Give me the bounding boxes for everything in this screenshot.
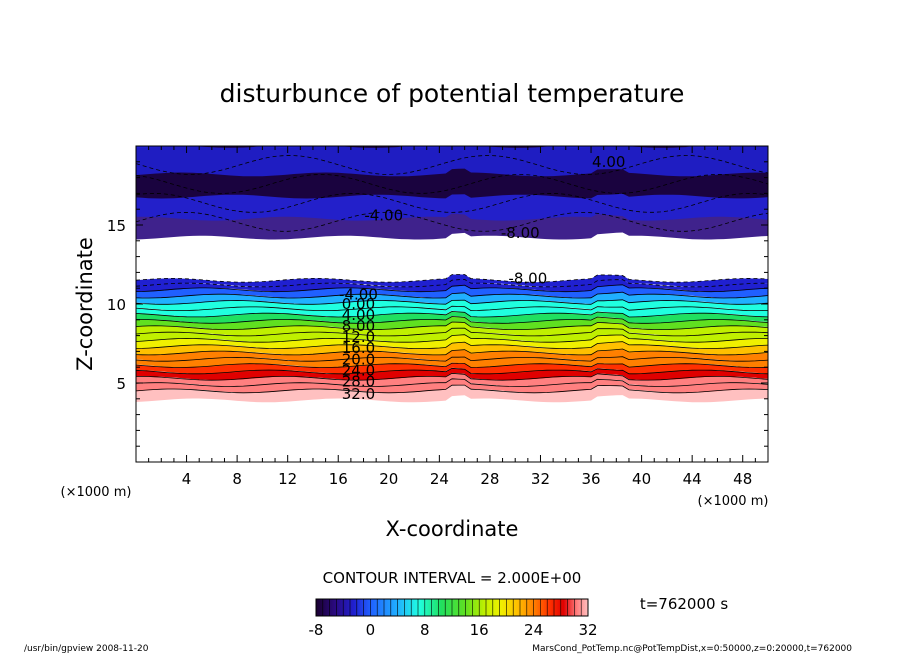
colorbar-tick-label: -8 [309, 621, 324, 639]
contour-line [136, 278, 768, 288]
contour-line [136, 155, 768, 175]
field-band [136, 306, 768, 317]
contour-line [136, 367, 768, 375]
contour-line [136, 211, 768, 232]
contour-line [136, 378, 768, 387]
field-band [136, 356, 768, 368]
x-tick-label: 20 [379, 470, 398, 488]
contour-line [136, 341, 768, 350]
contour-label: 32.0 [342, 385, 375, 403]
contour-labels: 4.00-4.00-8.00-8.00-4.000.004.008.0012.0… [339, 153, 625, 403]
contour-line [136, 305, 768, 312]
x-tick-label: 24 [430, 470, 449, 488]
contour-line [136, 291, 768, 299]
field-band [136, 385, 768, 403]
contour-interval-text: CONTOUR INTERVAL = 2.000E+00 [323, 569, 582, 587]
contour-label: 0.00 [342, 295, 375, 313]
x-tick-label: 32 [531, 470, 550, 488]
field-band [136, 363, 768, 374]
field-band [136, 284, 768, 298]
contour-line [136, 173, 768, 194]
field-band [136, 349, 768, 362]
y-tick-label: 5 [116, 375, 126, 393]
blank-gap [136, 232, 768, 283]
contour-line [136, 356, 768, 362]
contour-label: 8.00 [342, 317, 375, 335]
x-unit-label: (×1000 m) [698, 494, 769, 509]
field-band [136, 334, 768, 349]
contour-line [136, 274, 768, 283]
chart-title: disturbunce of potential temperature [220, 79, 685, 108]
y-tick-label: 10 [107, 296, 126, 314]
contour-line [136, 321, 768, 331]
colorbar-ticks: -8 0 8 16 24 32 [309, 621, 598, 639]
y-unit-label: (×1000 m) [61, 485, 132, 500]
contour-line [136, 192, 768, 213]
field-band [136, 279, 768, 292]
contour-label: 28.0 [342, 372, 375, 390]
x-tick-label: 44 [683, 470, 702, 488]
contour-line [136, 284, 768, 293]
x-tick-label: 4 [182, 470, 192, 488]
contour-label: -4.00 [364, 207, 403, 225]
contour-line [136, 384, 768, 394]
x-axis-label: X-coordinate [386, 517, 519, 541]
contour-label: 20.0 [342, 350, 375, 368]
x-tick-label: 28 [480, 470, 499, 488]
colorbar-dividers [322, 599, 582, 616]
x-tick-label: 48 [733, 470, 752, 488]
y-tick-label: 15 [107, 217, 126, 235]
colorbar-tick-label: 16 [470, 621, 489, 639]
colorbar-tick-label: 0 [366, 621, 376, 639]
contour-line [136, 362, 768, 368]
x-axis-ticks: 4 8 12 16 20 24 28 32 36 40 44 48 [148, 146, 756, 488]
contour-label: 16.0 [342, 339, 375, 357]
field-band [136, 299, 768, 311]
contour-line [136, 316, 768, 324]
x-tick-label: 40 [632, 470, 651, 488]
contour-label: -8.00 [501, 224, 540, 242]
contour-line [136, 299, 768, 305]
colorbar-tick-label: 32 [578, 621, 597, 639]
field-band [136, 274, 768, 287]
footer-left: /usr/bin/gpview 2008-11-20 [24, 644, 149, 654]
field-band [136, 322, 768, 336]
colorbar-tick-label: 24 [524, 621, 543, 639]
field-band [136, 341, 768, 355]
contour-line [136, 372, 768, 381]
x-tick-label: 8 [232, 470, 242, 488]
colorbar-tick-label: 8 [420, 621, 430, 639]
contour-line [136, 334, 768, 343]
contour-label: 4.00 [592, 153, 625, 171]
contour-label: 24.0 [342, 361, 375, 379]
contour-line [136, 348, 768, 356]
contour-line [136, 327, 768, 337]
footer-right: MarsCond_PotTemp.nc@PotTempDist,x=0:5000… [532, 644, 852, 654]
y-axis-ticks: 5 10 15 [107, 161, 768, 447]
y-axis-label: Z-coordinate [73, 237, 97, 371]
contour-label: 4.00 [342, 306, 375, 324]
x-tick-label: 16 [329, 470, 348, 488]
contour-lines [136, 155, 768, 394]
contour-label: -4.00 [339, 286, 378, 304]
field-band [136, 378, 768, 393]
contour-line [136, 310, 768, 318]
time-label: t=762000 s [640, 595, 728, 613]
x-tick-label: 12 [278, 470, 297, 488]
field-band [136, 292, 768, 305]
x-tick-label: 36 [581, 470, 600, 488]
contour-label: -8.00 [508, 270, 547, 288]
contour-label: 12.0 [342, 328, 375, 346]
